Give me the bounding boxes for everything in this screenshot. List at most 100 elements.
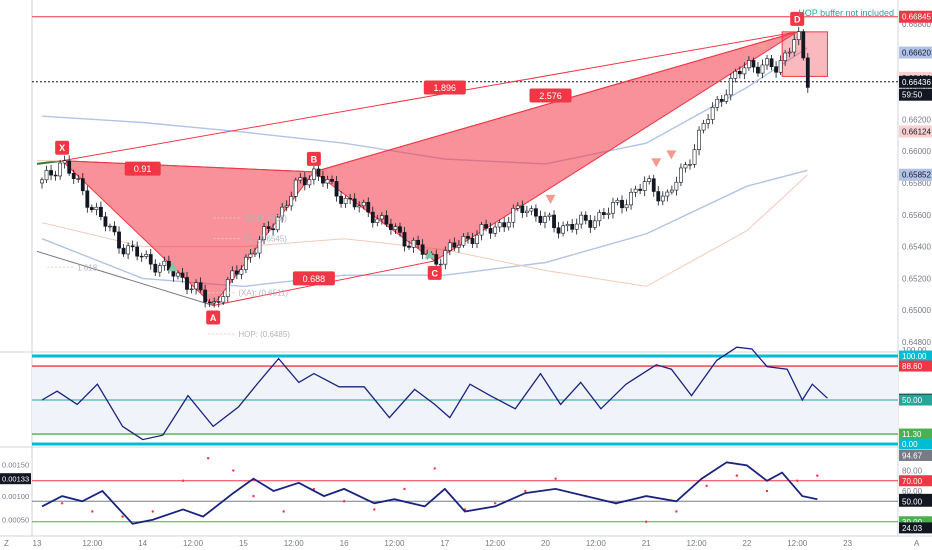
oscillator-2-dot [796, 479, 799, 482]
band-lower [41, 169, 808, 288]
candle-body [529, 208, 534, 212]
side-label: T1: (0.6545) [243, 235, 287, 244]
point-badge [790, 11, 805, 26]
candle-body [588, 220, 593, 228]
candle-body [796, 31, 801, 40]
candle-body [361, 201, 366, 207]
time-tick-label: 22 [742, 539, 751, 548]
candle-body [597, 212, 602, 222]
oscillator-2-dot [91, 510, 94, 513]
candle-body [398, 226, 402, 233]
price-label: 59:50 [899, 88, 932, 101]
ratio-badge: 2.576 [529, 88, 572, 103]
candle-body [348, 197, 353, 200]
candle-body [638, 188, 643, 191]
candle-body [710, 107, 715, 120]
candle-body [144, 254, 149, 257]
side-label: 1.618 [77, 263, 98, 272]
buy-signal-triangle [167, 262, 178, 272]
time-tick-label: 12:00 [82, 539, 103, 548]
corner-label-left: Z [4, 539, 9, 548]
candle-body [583, 214, 588, 221]
point-label: C [431, 268, 438, 278]
price-tick-label: 0.65400 [902, 243, 931, 252]
candle-body [275, 216, 280, 231]
candle-body [370, 211, 375, 223]
candle-body [130, 245, 135, 248]
corner-label-right: A [914, 539, 920, 548]
price-tick-label: 0.65600 [902, 211, 931, 220]
pattern-point-b: B [306, 151, 321, 166]
candle-body [719, 98, 724, 102]
oscillator-1-label-bg [899, 438, 932, 450]
candle-body [728, 78, 733, 96]
candle-body [679, 167, 683, 183]
candle-body [393, 226, 398, 230]
oscillator-2-dot [373, 508, 376, 511]
candle-body [53, 174, 58, 177]
pattern-point-x: X [55, 140, 70, 155]
candle-body [157, 265, 162, 273]
oscillator-2-left-tick: 0.00150 [2, 460, 29, 469]
buy-signal-triangle [424, 249, 435, 259]
oscillator-2-label-text: 94.67 [902, 451, 923, 460]
candle-body [642, 181, 647, 191]
price-tick-label: 0.66400 [902, 84, 931, 93]
oscillator-2-dot [524, 489, 527, 493]
candle-body [765, 58, 769, 66]
candle-body [769, 58, 774, 67]
point-badge [306, 151, 321, 166]
candle-body [375, 218, 380, 223]
candle-body [756, 66, 760, 74]
candle-body [99, 206, 103, 217]
oscillator-2-dot [206, 457, 210, 460]
candle-body [592, 220, 597, 228]
candle-body [733, 70, 738, 79]
candle-body [438, 263, 443, 266]
oscillator-2-label: 50.00 [899, 495, 932, 507]
price-label-bg [899, 46, 932, 59]
candle-body [203, 289, 208, 303]
oscillator-1-label: 100.00 [899, 350, 932, 362]
point-label: A [210, 313, 217, 323]
candle-body [511, 208, 516, 223]
ratio-value: 0.688 [303, 274, 326, 284]
candle-body [194, 282, 198, 290]
candle-body [601, 212, 606, 215]
pattern-point-d: D [790, 11, 805, 26]
point-label: X [59, 143, 65, 153]
oscillator-2-label: 94.67 [899, 449, 932, 461]
time-tick-label: 23 [843, 539, 852, 548]
candle-body [343, 197, 348, 204]
candle-body [108, 225, 112, 228]
price-tick-label: 0.65200 [902, 274, 931, 283]
candle-body [484, 224, 488, 229]
oscillator-2-dot [705, 484, 708, 488]
oscillator-1-label-bg [899, 360, 932, 372]
oscillator-2-dot [816, 474, 819, 477]
time-tick-label: 13 [33, 539, 42, 548]
oscillator-2-dot [765, 489, 769, 493]
candle-body [216, 301, 221, 303]
candle-body [230, 270, 235, 280]
candle-body [742, 67, 747, 75]
oscillator-1-label: 11.30 [899, 428, 932, 440]
oscillator-2-label-text: 70.00 [902, 477, 923, 486]
candle-body [357, 205, 362, 208]
time-tick-label: 12:00 [284, 539, 305, 548]
time-tick-label: 16 [340, 539, 349, 548]
oscillator-1-label: 0.00 [899, 438, 932, 450]
candle-body [198, 282, 203, 291]
oscillator-2-label-bg [899, 522, 932, 534]
oscillator-2-tick: 80.00 [902, 467, 923, 476]
oscillator-2-dot [232, 469, 235, 472]
candle-body [746, 60, 751, 69]
candle-body [239, 269, 244, 275]
candle-body [760, 64, 765, 74]
candle-body [470, 238, 475, 244]
price-tick-label: 0.65800 [902, 179, 931, 188]
price-label: 0.66124 [899, 125, 932, 138]
oscillator-1-label-bg [899, 428, 932, 440]
candle-body [117, 231, 121, 249]
